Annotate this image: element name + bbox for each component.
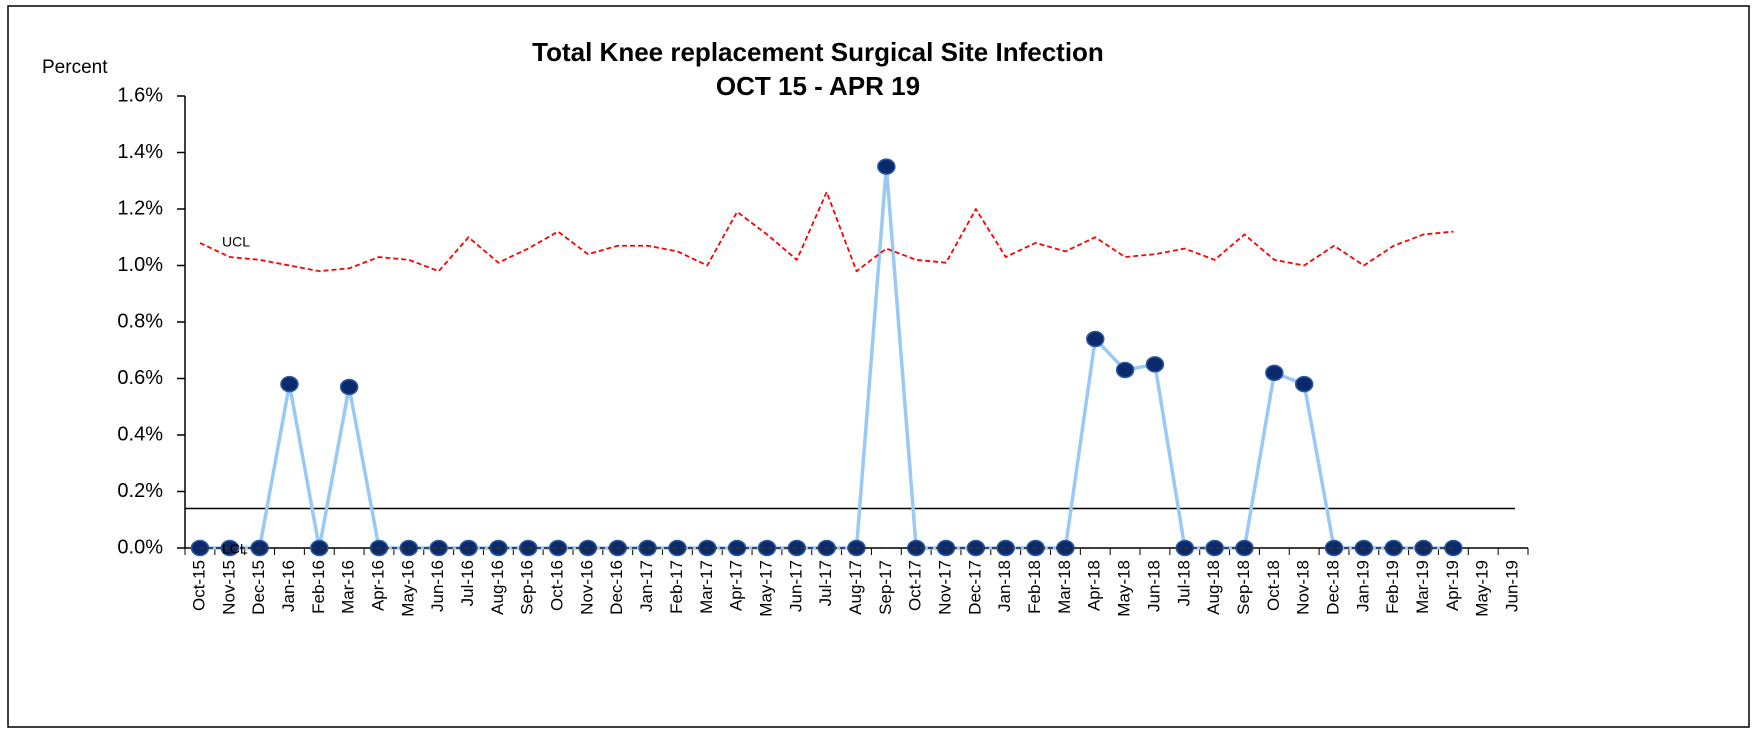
y-tick-label: 1.2% bbox=[117, 197, 163, 219]
data-point bbox=[1444, 539, 1463, 557]
x-tick-label: Sep-17 bbox=[876, 560, 895, 615]
data-point bbox=[668, 539, 687, 557]
data-point bbox=[339, 378, 359, 396]
data-point bbox=[996, 539, 1015, 557]
y-tick-label: 0.6% bbox=[117, 367, 163, 389]
x-tick-label: May-18 bbox=[1115, 560, 1134, 617]
y-tick-label: 0.2% bbox=[117, 480, 163, 502]
x-tick-label: Mar-19 bbox=[1413, 560, 1432, 614]
x-tick-label: Oct-17 bbox=[906, 560, 925, 611]
data-point bbox=[1145, 356, 1165, 373]
x-tick-label: Oct-16 bbox=[548, 560, 567, 611]
x-tick-label: Jan-16 bbox=[279, 560, 298, 612]
series-line bbox=[199, 191, 1454, 273]
x-tick-label: Feb-17 bbox=[667, 560, 686, 614]
x-tick-label: Dec-18 bbox=[1323, 560, 1342, 615]
x-tick-label: Jul-17 bbox=[816, 560, 835, 606]
y-tick-label: 1.4% bbox=[117, 141, 163, 163]
x-tick-label: Dec-15 bbox=[249, 560, 268, 615]
x-tick-label: May-16 bbox=[398, 560, 417, 617]
x-tick-label: Feb-19 bbox=[1383, 560, 1402, 614]
x-tick-label: Apr-16 bbox=[368, 560, 387, 611]
x-tick-label: Jun-18 bbox=[1144, 560, 1163, 612]
x-tick-label: Nov-18 bbox=[1294, 560, 1313, 615]
chart-title: Total Knee replacement Surgical Site Inf… bbox=[532, 37, 1104, 67]
x-tick-label: Nov-16 bbox=[577, 560, 596, 615]
x-tick-label: Mar-17 bbox=[697, 560, 716, 614]
y-tick-label: 0.4% bbox=[117, 423, 163, 445]
x-tick-label: May-17 bbox=[756, 560, 775, 617]
chart-subtitle: OCT 15 - APR 19 bbox=[716, 71, 920, 101]
x-tick-label: Mar-16 bbox=[339, 560, 358, 614]
x-tick-label: Jun-17 bbox=[786, 560, 805, 612]
x-tick-label: Mar-18 bbox=[1055, 560, 1074, 614]
x-tick-label: Sep-16 bbox=[518, 560, 537, 615]
x-tick-label: Jun-16 bbox=[428, 560, 447, 612]
x-tick-label: Dec-16 bbox=[607, 560, 626, 615]
frame bbox=[7, 5, 1750, 728]
data-point bbox=[1294, 375, 1314, 393]
data-point bbox=[429, 539, 448, 557]
y-tick-label: 1.6% bbox=[117, 84, 163, 106]
x-tick-label: Jul-16 bbox=[458, 560, 477, 606]
data-point bbox=[1205, 539, 1224, 557]
x-tick-label: Apr-19 bbox=[1443, 560, 1462, 611]
data-point bbox=[877, 158, 896, 175]
x-tick-label: Feb-18 bbox=[1025, 560, 1044, 614]
x-tick-label: Jul-18 bbox=[1174, 560, 1193, 606]
x-tick-label: Aug-18 bbox=[1204, 560, 1223, 615]
x-tick-label: May-19 bbox=[1473, 560, 1492, 617]
y-tick-label: 0.8% bbox=[117, 310, 163, 332]
x-tick-label: Apr-17 bbox=[727, 560, 746, 611]
data-point bbox=[548, 539, 568, 557]
data-point bbox=[1086, 330, 1105, 348]
x-tick-label: Aug-16 bbox=[488, 560, 507, 615]
data-point bbox=[757, 539, 777, 557]
x-tick-label: Oct-15 bbox=[189, 560, 208, 611]
x-tick-label: Apr-18 bbox=[1085, 560, 1104, 611]
y-tick-label: 0.0% bbox=[117, 536, 163, 558]
x-tick-label: Jan-19 bbox=[1353, 560, 1372, 612]
data-point bbox=[1115, 361, 1135, 379]
data-point bbox=[310, 539, 329, 557]
x-tick-label: Nov-15 bbox=[219, 560, 238, 615]
y-axis-label: Percent bbox=[42, 57, 108, 78]
x-tick-label: Oct-18 bbox=[1264, 560, 1283, 611]
x-tick-label: Nov-17 bbox=[936, 560, 955, 615]
x-tick-label: Jan-17 bbox=[637, 560, 656, 612]
x-tick-label: Jun-19 bbox=[1503, 560, 1522, 612]
x-tick-label: Aug-17 bbox=[846, 560, 865, 615]
y-tick-label: 1.0% bbox=[117, 254, 163, 276]
x-tick-label: Feb-16 bbox=[309, 560, 328, 614]
data-point bbox=[220, 539, 240, 557]
x-tick-label: Dec-17 bbox=[965, 560, 984, 615]
series-label: UCL bbox=[222, 234, 250, 250]
data-point bbox=[1265, 364, 1284, 382]
series-line bbox=[199, 164, 1454, 550]
data-point bbox=[280, 375, 299, 393]
data-point bbox=[1324, 539, 1344, 557]
x-tick-label: Jan-18 bbox=[995, 560, 1014, 612]
x-tick-label: Sep-18 bbox=[1234, 560, 1253, 615]
series-label: LCL bbox=[222, 541, 248, 557]
